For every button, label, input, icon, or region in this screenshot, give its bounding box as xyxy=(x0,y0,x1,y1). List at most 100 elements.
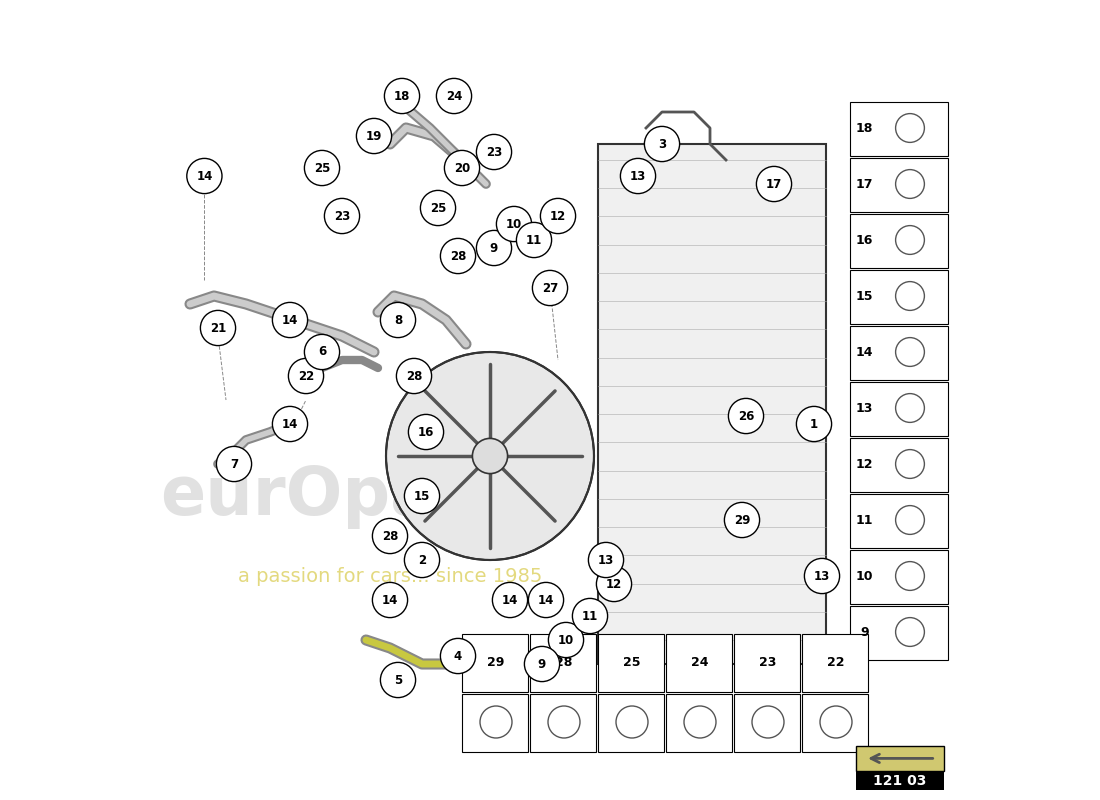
Text: 16: 16 xyxy=(856,234,873,246)
Circle shape xyxy=(540,198,575,234)
Text: 22: 22 xyxy=(827,655,845,669)
Text: 29: 29 xyxy=(487,655,505,669)
Text: 14: 14 xyxy=(282,314,298,326)
FancyBboxPatch shape xyxy=(802,694,868,752)
Circle shape xyxy=(525,646,560,682)
Circle shape xyxy=(532,270,568,306)
Circle shape xyxy=(757,166,792,202)
FancyBboxPatch shape xyxy=(666,694,733,752)
Circle shape xyxy=(796,406,832,442)
Circle shape xyxy=(373,582,408,618)
FancyBboxPatch shape xyxy=(462,634,528,692)
Circle shape xyxy=(420,190,455,226)
FancyBboxPatch shape xyxy=(598,144,826,664)
Text: 9: 9 xyxy=(860,626,869,638)
Text: 23: 23 xyxy=(759,655,777,669)
FancyBboxPatch shape xyxy=(856,771,944,790)
FancyBboxPatch shape xyxy=(850,382,948,436)
Text: 28: 28 xyxy=(556,655,573,669)
Circle shape xyxy=(444,150,480,186)
Circle shape xyxy=(381,302,416,338)
Circle shape xyxy=(476,230,512,266)
Text: 26: 26 xyxy=(738,410,755,422)
Circle shape xyxy=(288,358,323,394)
Circle shape xyxy=(200,310,235,346)
Circle shape xyxy=(596,566,631,602)
Text: 10: 10 xyxy=(558,634,574,646)
FancyBboxPatch shape xyxy=(856,746,944,771)
FancyBboxPatch shape xyxy=(850,102,948,156)
Circle shape xyxy=(620,158,656,194)
FancyBboxPatch shape xyxy=(462,694,528,752)
Text: 21: 21 xyxy=(210,322,227,334)
Text: 14: 14 xyxy=(196,170,212,182)
Circle shape xyxy=(725,502,760,538)
Circle shape xyxy=(396,358,431,394)
Text: 5: 5 xyxy=(394,674,403,686)
Circle shape xyxy=(405,542,440,578)
Circle shape xyxy=(187,158,222,194)
Text: 8: 8 xyxy=(394,314,403,326)
Circle shape xyxy=(440,638,475,674)
Text: 24: 24 xyxy=(691,655,708,669)
Circle shape xyxy=(528,582,563,618)
Text: 9: 9 xyxy=(538,658,546,670)
Text: 11: 11 xyxy=(526,234,542,246)
Text: 28: 28 xyxy=(406,370,422,382)
Text: 14: 14 xyxy=(538,594,554,606)
Circle shape xyxy=(273,406,308,442)
Circle shape xyxy=(408,414,443,450)
Text: 15: 15 xyxy=(856,290,873,302)
FancyBboxPatch shape xyxy=(598,634,664,692)
Text: 14: 14 xyxy=(282,418,298,430)
Circle shape xyxy=(440,238,475,274)
Text: 14: 14 xyxy=(382,594,398,606)
Circle shape xyxy=(496,206,531,242)
Text: 4: 4 xyxy=(454,650,462,662)
Circle shape xyxy=(381,662,416,698)
Text: 12: 12 xyxy=(550,210,566,222)
Text: 13: 13 xyxy=(630,170,646,182)
FancyBboxPatch shape xyxy=(850,550,948,604)
Text: 13: 13 xyxy=(598,554,614,566)
Text: 24: 24 xyxy=(446,90,462,102)
Circle shape xyxy=(405,478,440,514)
Text: 13: 13 xyxy=(814,570,830,582)
Text: 22: 22 xyxy=(298,370,315,382)
FancyBboxPatch shape xyxy=(850,326,948,380)
FancyBboxPatch shape xyxy=(530,634,596,692)
FancyBboxPatch shape xyxy=(850,606,948,660)
Text: 23: 23 xyxy=(486,146,502,158)
Circle shape xyxy=(273,302,308,338)
Circle shape xyxy=(217,446,252,482)
Text: 11: 11 xyxy=(582,610,598,622)
Circle shape xyxy=(476,134,512,170)
Circle shape xyxy=(386,352,594,560)
Text: 19: 19 xyxy=(366,130,382,142)
FancyBboxPatch shape xyxy=(850,270,948,324)
Text: 25: 25 xyxy=(314,162,330,174)
Circle shape xyxy=(472,438,507,474)
Circle shape xyxy=(493,582,528,618)
Text: 121 03: 121 03 xyxy=(873,774,926,788)
FancyBboxPatch shape xyxy=(598,694,664,752)
Circle shape xyxy=(645,126,680,162)
Circle shape xyxy=(516,222,551,258)
Text: 10: 10 xyxy=(856,570,873,582)
FancyBboxPatch shape xyxy=(850,494,948,548)
Text: 11: 11 xyxy=(856,514,873,526)
Text: 12: 12 xyxy=(606,578,623,590)
Text: 15: 15 xyxy=(414,490,430,502)
Circle shape xyxy=(384,78,419,114)
FancyBboxPatch shape xyxy=(850,158,948,212)
Text: 1: 1 xyxy=(810,418,818,430)
Circle shape xyxy=(305,150,340,186)
FancyBboxPatch shape xyxy=(850,438,948,492)
Text: 2: 2 xyxy=(418,554,426,566)
Circle shape xyxy=(549,622,584,658)
Text: a passion for cars... since 1985: a passion for cars... since 1985 xyxy=(238,566,542,586)
Text: 17: 17 xyxy=(856,178,873,190)
Text: 18: 18 xyxy=(394,90,410,102)
FancyBboxPatch shape xyxy=(666,634,733,692)
Text: 9: 9 xyxy=(490,242,498,254)
